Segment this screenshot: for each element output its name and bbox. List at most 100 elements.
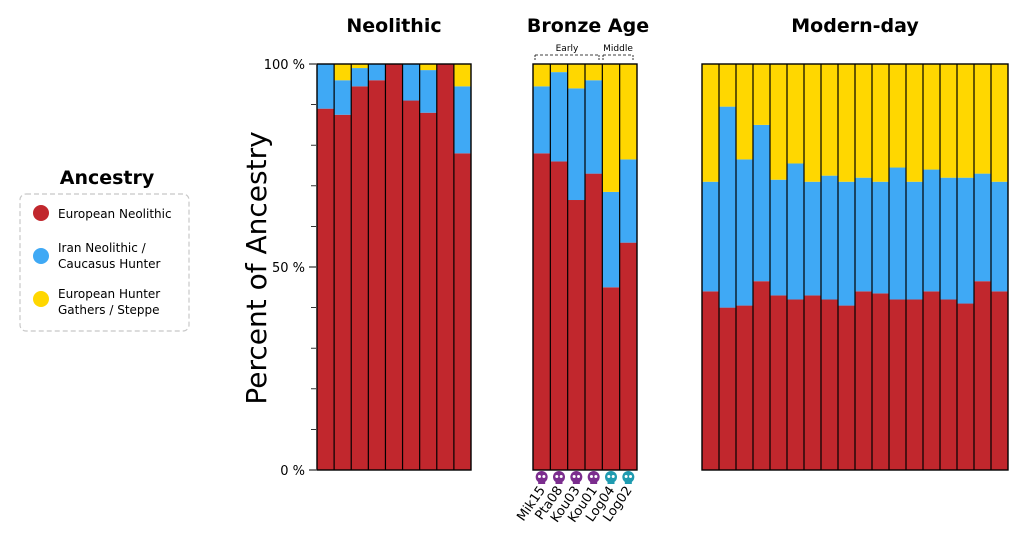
bar-segment-european-neolithic — [872, 293, 889, 470]
bar-segment-european-neolithic — [436, 64, 454, 470]
bar-segment-european-neolithic — [550, 161, 568, 470]
bar-segment-iran-neolithic — [889, 167, 906, 300]
bar-segment-hunter-gatherers — [453, 64, 471, 87]
bar-segment-iran-neolithic — [736, 159, 753, 306]
bar-segment-iran-neolithic — [702, 181, 719, 292]
bar-segment-hunter-gatherers — [719, 64, 736, 107]
bar-segment-iran-neolithic — [753, 124, 770, 282]
bar-segment-hunter-gatherers — [753, 64, 770, 125]
bar-segment-iran-neolithic — [838, 181, 855, 306]
bar-segment-hunter-gatherers — [889, 64, 906, 168]
bar-segment-hunter-gatherers — [419, 64, 437, 71]
bar-segment-iran-neolithic — [770, 179, 787, 296]
skull-icon — [622, 471, 635, 484]
bar-segment-iran-neolithic — [533, 86, 551, 154]
bar-segment-hunter-gatherers — [770, 64, 787, 180]
group-label-middle: Middle — [603, 44, 633, 54]
bar-segment-iran-neolithic — [991, 181, 1008, 292]
bar-segment-european-neolithic — [736, 305, 753, 470]
bar-segment-iran-neolithic — [906, 181, 923, 300]
bar-segment-hunter-gatherers — [602, 64, 620, 192]
bar-segment-iran-neolithic — [550, 72, 568, 162]
panel-frame — [316, 63, 472, 471]
panel-modern-day: Modern-day — [701, 15, 1009, 471]
bar-segment-european-neolithic — [770, 295, 787, 470]
panel-neolithic: Neolithic — [316, 15, 472, 471]
bar-segment-iran-neolithic — [719, 106, 736, 308]
bar-segment-hunter-gatherers — [787, 64, 804, 164]
bar-segment-iran-neolithic — [974, 173, 991, 282]
bar-segment-european-neolithic — [567, 200, 585, 470]
y-tick-label-50: 50 % — [272, 261, 305, 276]
bar-segment-european-neolithic — [385, 64, 403, 470]
bar-segment-european-neolithic — [368, 80, 386, 471]
panel-title-bronze-age: Bronze Age — [527, 15, 649, 37]
bar-segment-iran-neolithic — [334, 80, 352, 115]
legend-label-iran-neolithic-line2: Caucasus Hunter — [58, 257, 161, 271]
bar-segment-iran-neolithic — [787, 163, 804, 300]
skull-icon — [570, 471, 583, 484]
bar-segment-iran-neolithic — [317, 64, 335, 109]
bar-segment-iran-neolithic — [585, 80, 603, 174]
bar-segment-hunter-gatherers — [804, 64, 821, 182]
legend-swatch-hunter-gatherers — [33, 291, 49, 307]
panel-title-modern-day: Modern-day — [791, 15, 919, 37]
bar-segment-iran-neolithic — [402, 64, 420, 101]
group-label-early: Early — [556, 44, 579, 54]
bar-segment-hunter-gatherers — [585, 64, 603, 81]
bar-segment-european-neolithic — [619, 242, 637, 470]
bar-segment-hunter-gatherers — [906, 64, 923, 182]
legend-label-iran-neolithic-line1: Iran Neolithic / — [58, 241, 147, 255]
bar-segment-european-neolithic — [419, 112, 437, 470]
bar-segment-iran-neolithic — [940, 177, 957, 300]
y-axis: 100 % 50 % 0 % — [264, 58, 316, 479]
bar-segment-iran-neolithic — [602, 191, 620, 288]
bar-segment-iran-neolithic — [453, 86, 471, 154]
bar-segment-european-neolithic — [991, 291, 1008, 470]
bar-segment-iran-neolithic — [872, 181, 889, 294]
legend: Ancestry European Neolithic Iran Neolith… — [19, 167, 190, 332]
bar-segment-hunter-gatherers — [991, 64, 1008, 182]
bar-segment-european-neolithic — [957, 303, 974, 470]
bar-segment-hunter-gatherers — [351, 64, 369, 69]
bar-segment-european-neolithic — [719, 307, 736, 470]
legend-label-european-neolithic: European Neolithic — [58, 207, 172, 221]
bar-segment-european-neolithic — [351, 86, 369, 470]
bar-segment-european-neolithic — [923, 291, 940, 470]
bar-segment-european-neolithic — [402, 100, 420, 470]
skull-icon — [553, 471, 565, 484]
panel-frame — [532, 63, 638, 471]
bar-segment-hunter-gatherers — [736, 64, 753, 160]
bar-segment-hunter-gatherers — [923, 64, 940, 170]
legend-label-hunter-gatherers-line1: European Hunter — [58, 287, 160, 301]
bar-segment-european-neolithic — [821, 299, 838, 470]
bar-segment-iran-neolithic — [368, 64, 386, 81]
bar-segment-iran-neolithic — [855, 177, 872, 292]
skull-icon — [587, 471, 600, 484]
bar-segment-hunter-gatherers — [974, 64, 991, 174]
bar-segment-hunter-gatherers — [957, 64, 974, 178]
y-tick-marks — [309, 63, 316, 471]
y-tick-label-100: 100 % — [264, 58, 305, 73]
bar-segment-iran-neolithic — [957, 177, 974, 304]
bar-segment-european-neolithic — [906, 299, 923, 470]
bar-segment-european-neolithic — [940, 299, 957, 470]
bar-segment-european-neolithic — [533, 153, 551, 470]
bar-segment-european-neolithic — [974, 281, 991, 470]
bar-segment-hunter-gatherers — [872, 64, 889, 182]
bar-segment-iran-neolithic — [419, 70, 437, 113]
legend-swatch-european-neolithic — [33, 205, 49, 221]
bar-segment-european-neolithic — [804, 295, 821, 470]
bar-segment-european-neolithic — [585, 173, 603, 470]
bar-segment-european-neolithic — [753, 281, 770, 470]
bar-segment-iran-neolithic — [804, 181, 821, 296]
bar-segment-hunter-gatherers — [855, 64, 872, 178]
skull-icon — [535, 471, 548, 484]
bar-segment-iran-neolithic — [351, 68, 369, 87]
bar-segment-hunter-gatherers — [533, 64, 551, 87]
legend-title: Ancestry — [60, 167, 155, 189]
bar-segment-european-neolithic — [855, 291, 872, 470]
bar-segment-hunter-gatherers — [334, 64, 352, 81]
y-axis-label: Percent of Ancestry — [240, 131, 273, 404]
